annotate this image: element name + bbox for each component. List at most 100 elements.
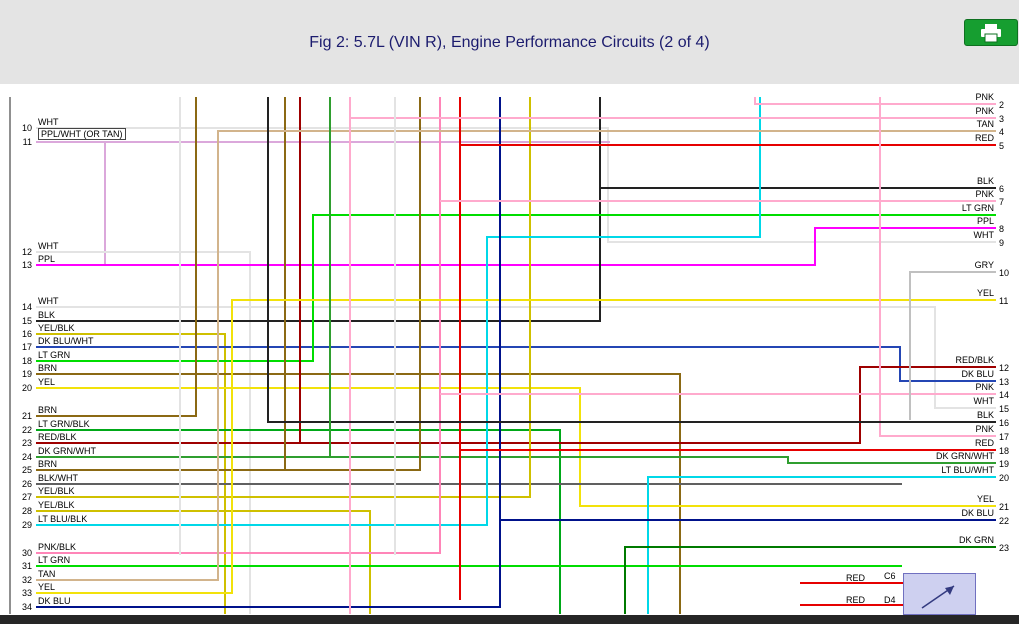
right-pin-label: DK GRN/WHT bbox=[936, 451, 994, 461]
right-pin-label: PNK bbox=[975, 92, 994, 102]
left-pin-label: WHT bbox=[38, 296, 59, 306]
component-wire-label: RED bbox=[846, 595, 866, 605]
left-pin-number: 23 bbox=[21, 438, 32, 448]
left-pin-label: BLK/WHT bbox=[38, 473, 79, 483]
right-pin-label: PNK bbox=[975, 106, 994, 116]
left-pin-label: DK GRN/WHT bbox=[38, 446, 96, 456]
left-pin-label: BRN bbox=[38, 405, 58, 415]
right-pin-number: 22 bbox=[999, 516, 1010, 526]
left-pin-label: LT GRN bbox=[38, 350, 71, 360]
right-pin-number: 8 bbox=[999, 224, 1005, 234]
left-pin-number: 34 bbox=[21, 602, 32, 612]
right-pin-number: 4 bbox=[999, 127, 1005, 137]
right-pin-number: 21 bbox=[999, 502, 1010, 512]
right-pin-number: 18 bbox=[999, 446, 1010, 456]
wire bbox=[36, 510, 371, 614]
left-pin-label: WHT bbox=[38, 241, 59, 251]
left-pin-number: 15 bbox=[21, 316, 32, 326]
right-pin-number: 16 bbox=[999, 418, 1010, 428]
left-pin-label: DK BLU bbox=[38, 596, 71, 606]
right-pin-number: 10 bbox=[999, 268, 1010, 278]
left-pin-number: 20 bbox=[21, 383, 32, 393]
right-pin-number: 23 bbox=[999, 543, 1010, 553]
left-pin-label: WHT bbox=[38, 117, 59, 127]
right-pin-number: 5 bbox=[999, 141, 1005, 151]
left-pin-number: 18 bbox=[21, 356, 32, 366]
right-pin-label: RED/BLK bbox=[955, 355, 994, 365]
right-pin-number: 17 bbox=[999, 432, 1010, 442]
right-pin-label: BLK bbox=[976, 410, 994, 420]
wire bbox=[36, 373, 681, 614]
right-pin-label: BLK bbox=[976, 176, 994, 186]
component-wire-label: D4 bbox=[884, 595, 896, 605]
wire bbox=[36, 519, 996, 608]
left-pin-number: 27 bbox=[21, 492, 32, 502]
left-pin-number: 24 bbox=[21, 452, 32, 462]
right-pin-label: PPL bbox=[976, 216, 994, 226]
component-wire-label: C6 bbox=[884, 571, 896, 581]
wire bbox=[36, 97, 531, 498]
variable-resistor-arrow-icon bbox=[921, 585, 955, 609]
left-pin-number: 12 bbox=[21, 247, 32, 257]
right-pin-label: GRY bbox=[974, 260, 994, 270]
left-pin-label: LT BLU/BLK bbox=[38, 514, 88, 524]
right-pin-label: PNK bbox=[975, 382, 994, 392]
left-pin-number: 16 bbox=[21, 329, 32, 339]
left-pin-label: LT GRN/BLK bbox=[38, 419, 90, 429]
wire bbox=[36, 97, 761, 526]
left-pin-number: 33 bbox=[21, 588, 32, 598]
left-pin-number: 31 bbox=[21, 561, 32, 571]
left-pin-label: YEL/BLK bbox=[38, 500, 75, 510]
right-pin-label: YEL bbox=[976, 494, 994, 504]
left-pin-label: BRN bbox=[38, 459, 58, 469]
left-pin-number: 30 bbox=[21, 548, 32, 558]
wire bbox=[36, 97, 197, 417]
left-pin-number: 13 bbox=[21, 260, 32, 270]
right-pin-label: TAN bbox=[976, 119, 994, 129]
right-pin-label: PNK bbox=[975, 424, 994, 434]
header-bar: Fig 2: 5.7L (VIN R), Engine Performance … bbox=[0, 0, 1019, 84]
right-pin-label: LT BLU/WHT bbox=[941, 465, 994, 475]
right-pin-label: DK GRN bbox=[958, 535, 994, 545]
left-pin-number: 25 bbox=[21, 465, 32, 475]
left-pin-label: LT GRN bbox=[38, 555, 71, 565]
left-pin-number: 17 bbox=[21, 342, 32, 352]
wire bbox=[36, 97, 421, 471]
right-pin-number: 13 bbox=[999, 377, 1010, 387]
printer-icon bbox=[981, 23, 1001, 42]
left-pin-label: RED/BLK bbox=[38, 432, 77, 442]
component-box[interactable] bbox=[903, 573, 976, 615]
left-pin-number: 32 bbox=[21, 575, 32, 585]
left-pin-number: 14 bbox=[21, 302, 32, 312]
right-pin-label: DK BLU bbox=[961, 508, 994, 518]
left-pin-label: BLK bbox=[38, 310, 56, 320]
right-pin-number: 20 bbox=[999, 473, 1010, 483]
left-pin-label: YEL/BLK bbox=[38, 486, 75, 496]
left-pin-label: DK BLU/WHT bbox=[38, 336, 94, 346]
right-pin-number: 11 bbox=[999, 296, 1009, 306]
print-button[interactable] bbox=[964, 19, 1018, 46]
right-pin-number: 3 bbox=[999, 114, 1005, 124]
right-pin-number: 15 bbox=[999, 404, 1010, 414]
left-pin-number: 10 bbox=[21, 123, 32, 133]
right-pin-number: 19 bbox=[999, 459, 1010, 469]
right-pin-label: PNK bbox=[975, 189, 994, 199]
right-pin-number: 2 bbox=[999, 100, 1005, 110]
right-pin-label: WHT bbox=[973, 230, 995, 240]
figure-title: Fig 2: 5.7L (VIN R), Engine Performance … bbox=[309, 34, 710, 51]
right-pin-label: RED bbox=[974, 133, 994, 143]
wire bbox=[36, 429, 561, 614]
left-pin-number: 29 bbox=[21, 520, 32, 530]
left-pin-label: PPL bbox=[38, 254, 56, 264]
right-pin-number: 6 bbox=[999, 184, 1005, 194]
left-pin-label: YEL bbox=[38, 582, 56, 592]
right-pin-number: 12 bbox=[999, 363, 1010, 373]
right-pin-number: 7 bbox=[999, 197, 1005, 207]
left-pin-label: PPL/WHT (OR TAN) bbox=[38, 128, 126, 140]
left-pin-number: 26 bbox=[21, 479, 32, 489]
right-pin-number: 14 bbox=[999, 390, 1010, 400]
bottom-bar bbox=[0, 615, 1019, 624]
left-pin-number: 11 bbox=[22, 137, 32, 147]
wire bbox=[36, 97, 441, 554]
